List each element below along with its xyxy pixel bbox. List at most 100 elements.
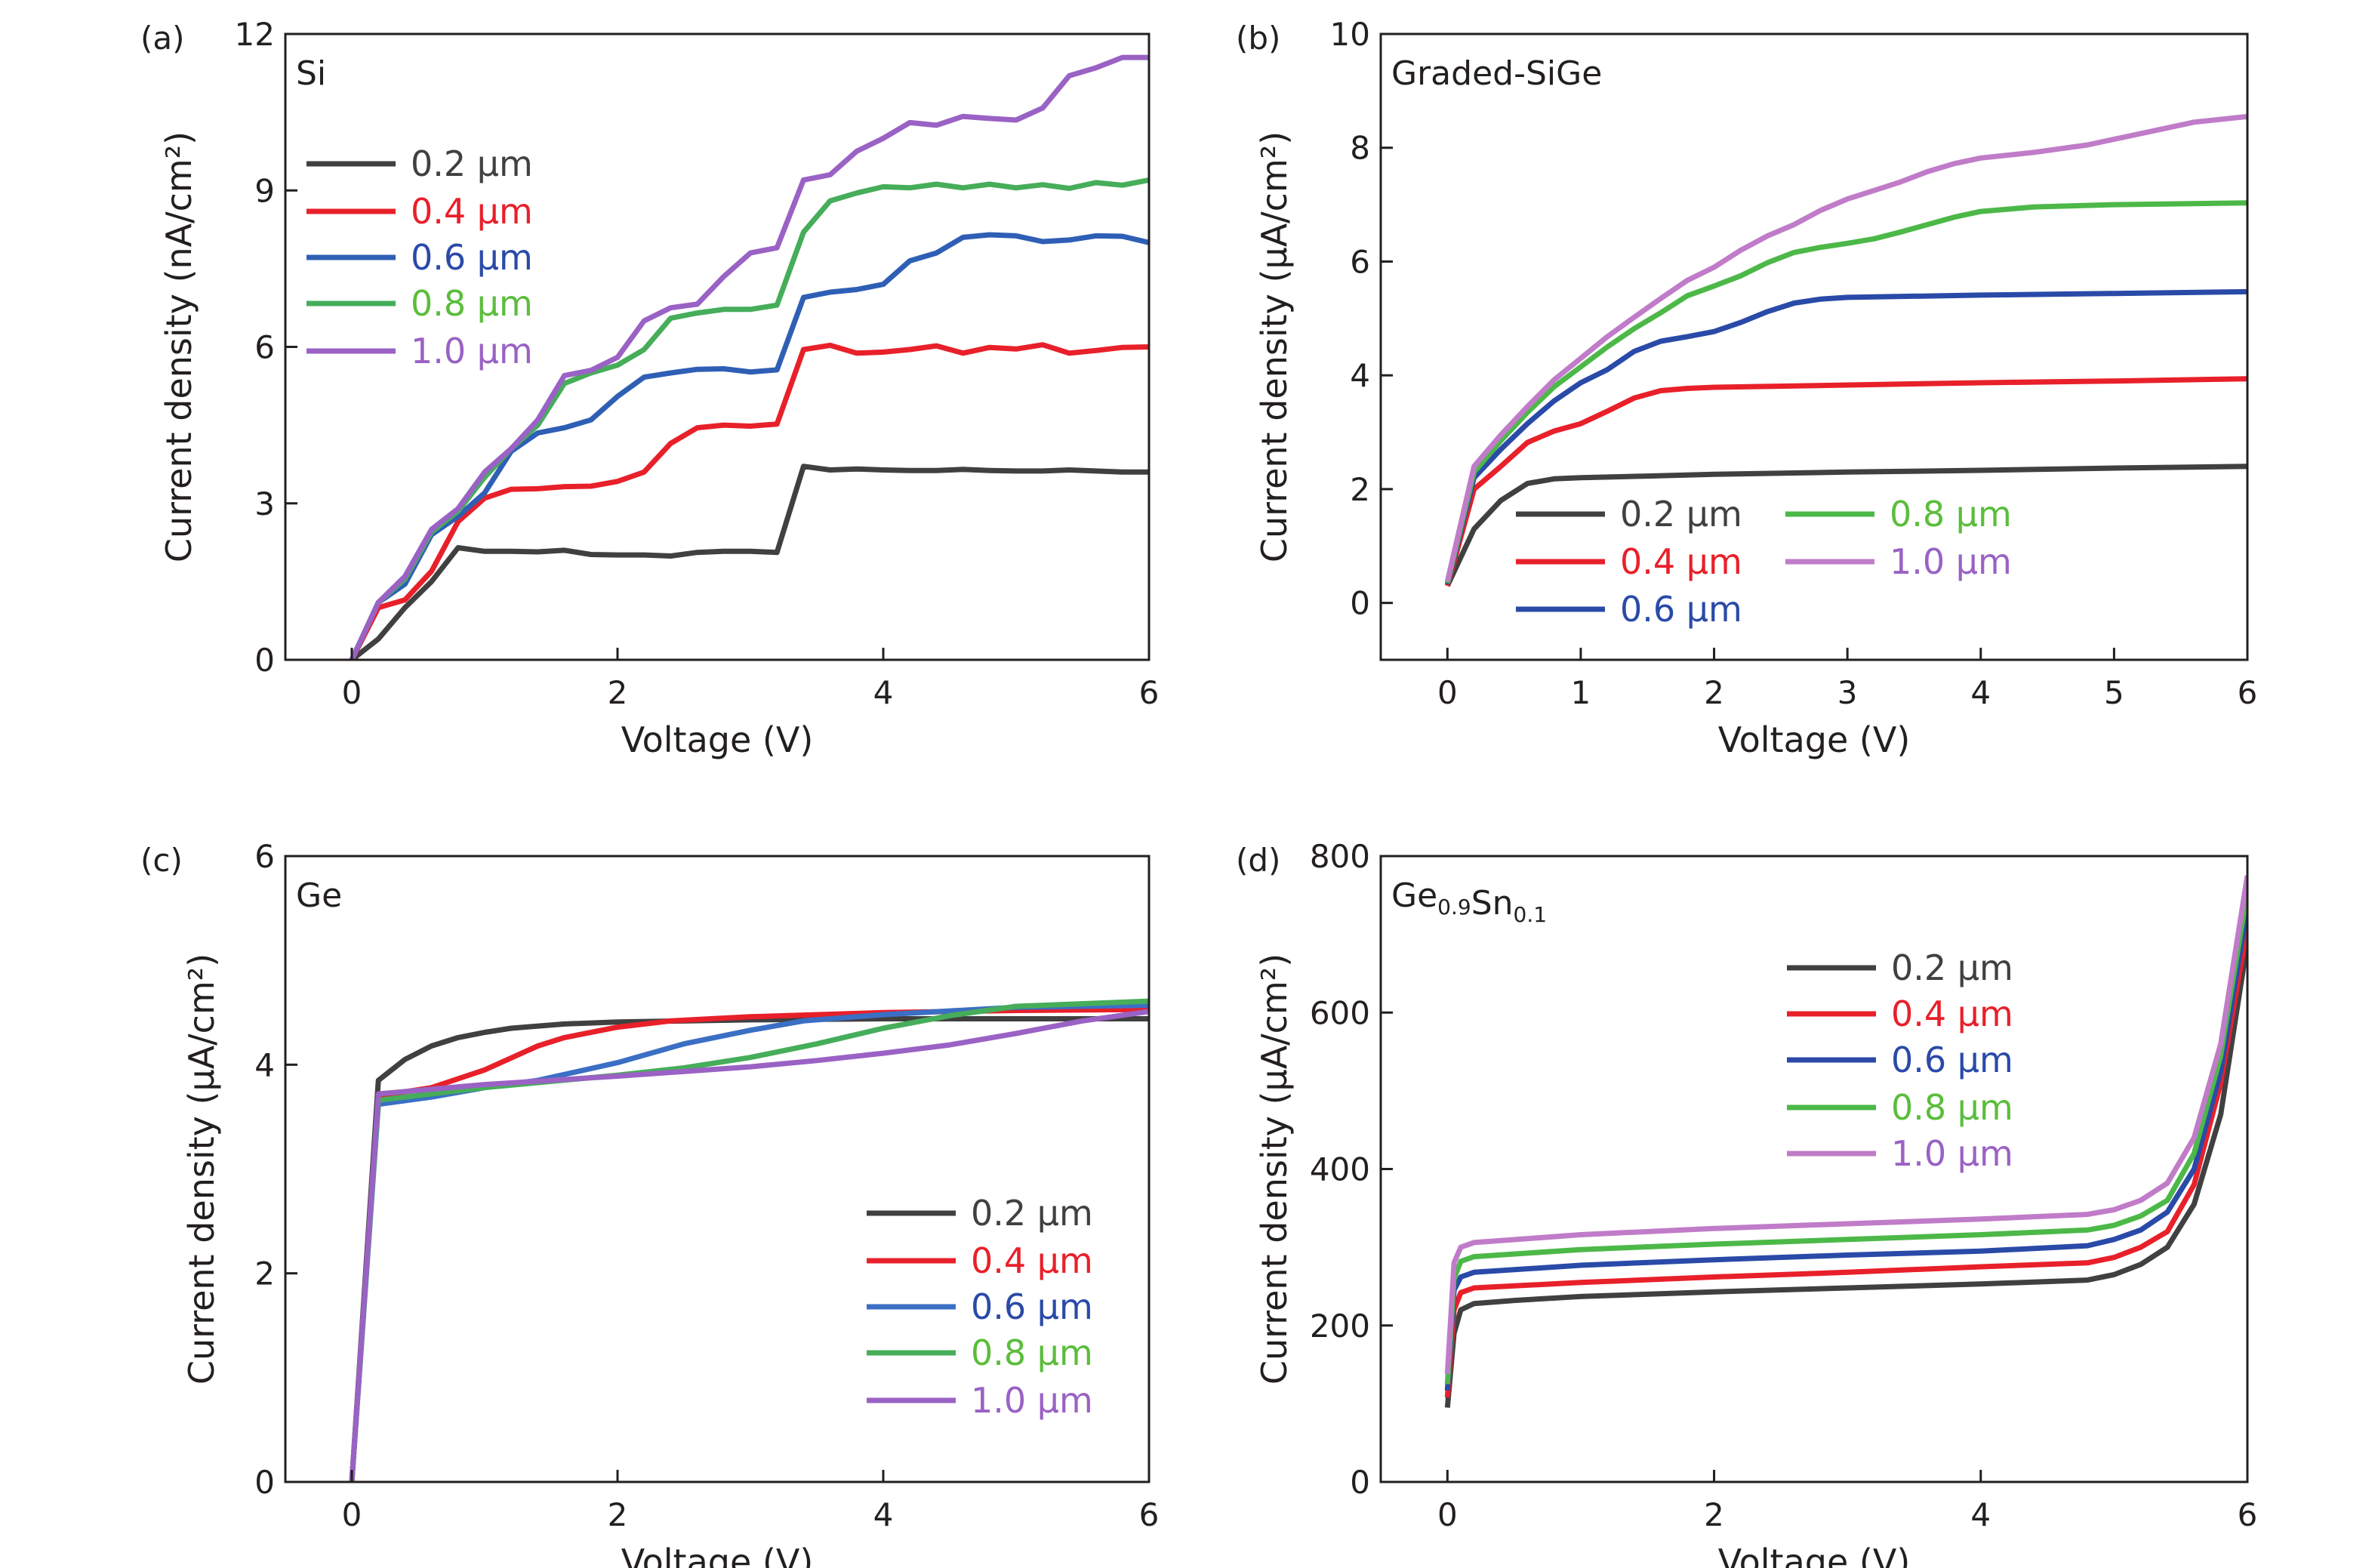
legend-label: 0.6 µm (1620, 589, 1742, 630)
series-line-0.6 (1444, 906, 2247, 1391)
y-tick-label: 6 (254, 329, 275, 366)
legend-label: 0.6 µm (411, 237, 533, 278)
legend: 0.2 µm 0.4 µm 0.6 µm 0.8 µm 1.0 µm (1516, 494, 2012, 630)
legend-label: 0.4 µm (971, 1240, 1093, 1281)
y-tick-label: 8 (1350, 130, 1370, 167)
series-line-0.4 (1444, 376, 2247, 587)
legend-item: 0.4 µm (867, 1240, 1093, 1281)
legend-item: 0.8 µm (1785, 494, 2012, 534)
x-tick-label: 4 (873, 674, 894, 711)
series-line-0.8 (349, 177, 1149, 660)
x-tick-label: 2 (1704, 1496, 1724, 1533)
material-label: Ge0.9Sn0.1 (1391, 876, 1547, 927)
x-tick-label: 6 (1139, 1496, 1160, 1533)
series-line-0.6 (349, 1003, 1149, 1482)
y-tick-label: 4 (1350, 357, 1370, 394)
y-tick-label: 10 (1330, 16, 1370, 53)
series-line-0.8 (349, 998, 1149, 1482)
legend-item: 0.6 µm (1787, 1040, 2013, 1080)
material-subscript: 0.1 (1514, 902, 1548, 927)
plot-frame (1379, 855, 2249, 1483)
y-axis-title: Current density (nA/cm²) (159, 131, 199, 562)
y-tick-label: 2 (1350, 471, 1370, 508)
legend-item: 1.0 µm (306, 331, 533, 371)
legend-item: 0.2 µm (867, 1193, 1093, 1234)
material-label: Graded-SiGe (1391, 54, 1602, 93)
x-tick-label: 1 (1571, 674, 1591, 711)
panel-letter: (b) (1236, 20, 1280, 57)
legend-item: 0.8 µm (867, 1332, 1093, 1373)
y-tick-label: 200 (1310, 1308, 1370, 1345)
legend-label: 0.8 µm (1891, 1087, 2013, 1128)
legend-item: 0.4 µm (1787, 993, 2013, 1034)
material-element: Ge (1391, 876, 1437, 915)
x-axis-title: Voltage (V) (1718, 719, 1911, 760)
x-tick-label: 4 (1970, 674, 1991, 711)
y-tick-label: 600 (1310, 994, 1370, 1031)
legend-label: 0.8 µm (971, 1332, 1093, 1373)
series-line-0.4 (1444, 926, 2247, 1398)
legend-item: 0.2 µm (1787, 947, 2013, 988)
series-line-1.0 (1444, 875, 2247, 1375)
material-label: Si (296, 54, 326, 93)
legend: 0.2 µm 0.4 µm 0.6 µm 0.8 µm 1.0 µm (306, 143, 533, 371)
series-line-0.8 (1444, 891, 2247, 1385)
x-tick-label: 2 (1704, 674, 1724, 711)
series-group (1444, 875, 2247, 1408)
series-line-0.8 (1444, 200, 2247, 584)
y-axis-title: Current density (µA/cm²) (181, 953, 222, 1385)
y-tick-label: 0 (1350, 1464, 1370, 1501)
x-tick-label: 5 (2104, 674, 2124, 711)
series-group (349, 998, 1149, 1482)
material-label: Ge (296, 876, 342, 915)
legend-item: 0.4 µm (306, 191, 533, 232)
series-line-1.0 (349, 1009, 1149, 1482)
legend-label: 0.2 µm (1620, 494, 1742, 534)
x-tick-label: 6 (2238, 1496, 2258, 1533)
x-tick-label: 4 (1970, 1496, 1991, 1533)
chart-panel-d: 0 2 4 6 0 200 400 600 800 Voltage (V) Current dens… (1236, 838, 2257, 1568)
y-tick-label: 2 (254, 1255, 275, 1292)
x-tick-label: 2 (608, 674, 628, 711)
legend-label: 0.2 µm (411, 143, 533, 184)
legend-label: 0.8 µm (1890, 494, 2012, 534)
series-line-0.6 (349, 232, 1149, 660)
y-tick-label: 0 (1350, 585, 1370, 622)
legend: 0.2 µm 0.4 µm 0.6 µm 0.8 µm 1.0 µm (867, 1193, 1093, 1421)
legend-label: 1.0 µm (411, 331, 533, 371)
legend-item: 0.6 µm (867, 1286, 1093, 1327)
legend-label: 0.6 µm (971, 1286, 1093, 1327)
legend-item: 0.2 µm (1516, 494, 1742, 534)
legend-item: 0.8 µm (306, 283, 533, 324)
chart-panel-a: 0 2 4 6 0 3 6 9 12 Voltage (V) Current density (nA… (140, 16, 1159, 760)
x-tick-label: 6 (2238, 674, 2258, 711)
legend-label: 0.8 µm (411, 283, 533, 324)
x-axis-title: Voltage (V) (621, 1542, 814, 1568)
panel-letter: (a) (140, 20, 185, 57)
plot-frame (1379, 32, 2249, 661)
panel-letter: (c) (140, 842, 183, 879)
series-group (1444, 113, 2247, 587)
y-tick-label: 9 (254, 172, 275, 209)
legend-item: 0.6 µm (306, 237, 533, 278)
y-tick-label: 3 (254, 485, 275, 522)
legend-label: 0.4 µm (1620, 541, 1742, 582)
y-tick-label: 4 (254, 1046, 275, 1083)
y-axis-title: Current density (µA/cm²) (1254, 953, 1295, 1385)
x-tick-label: 0 (1437, 1496, 1458, 1533)
series-line-0.2 (349, 1016, 1149, 1482)
y-tick-label: 6 (1350, 243, 1370, 280)
series-line-0.2 (1444, 941, 2247, 1408)
y-tick-label: 400 (1310, 1151, 1370, 1188)
y-tick-label: 12 (235, 16, 275, 53)
material-subscript: 0.9 (1437, 895, 1471, 920)
legend-label: 1.0 µm (971, 1380, 1093, 1421)
x-axis-title: Voltage (V) (1718, 1542, 1911, 1568)
series-group (349, 54, 1149, 660)
series-line-1.0 (1444, 113, 2247, 582)
x-tick-label: 0 (342, 674, 362, 711)
legend-item: 1.0 µm (1787, 1133, 2013, 1174)
x-tick-label: 4 (873, 1496, 894, 1533)
y-tick-label: 0 (254, 1464, 275, 1501)
